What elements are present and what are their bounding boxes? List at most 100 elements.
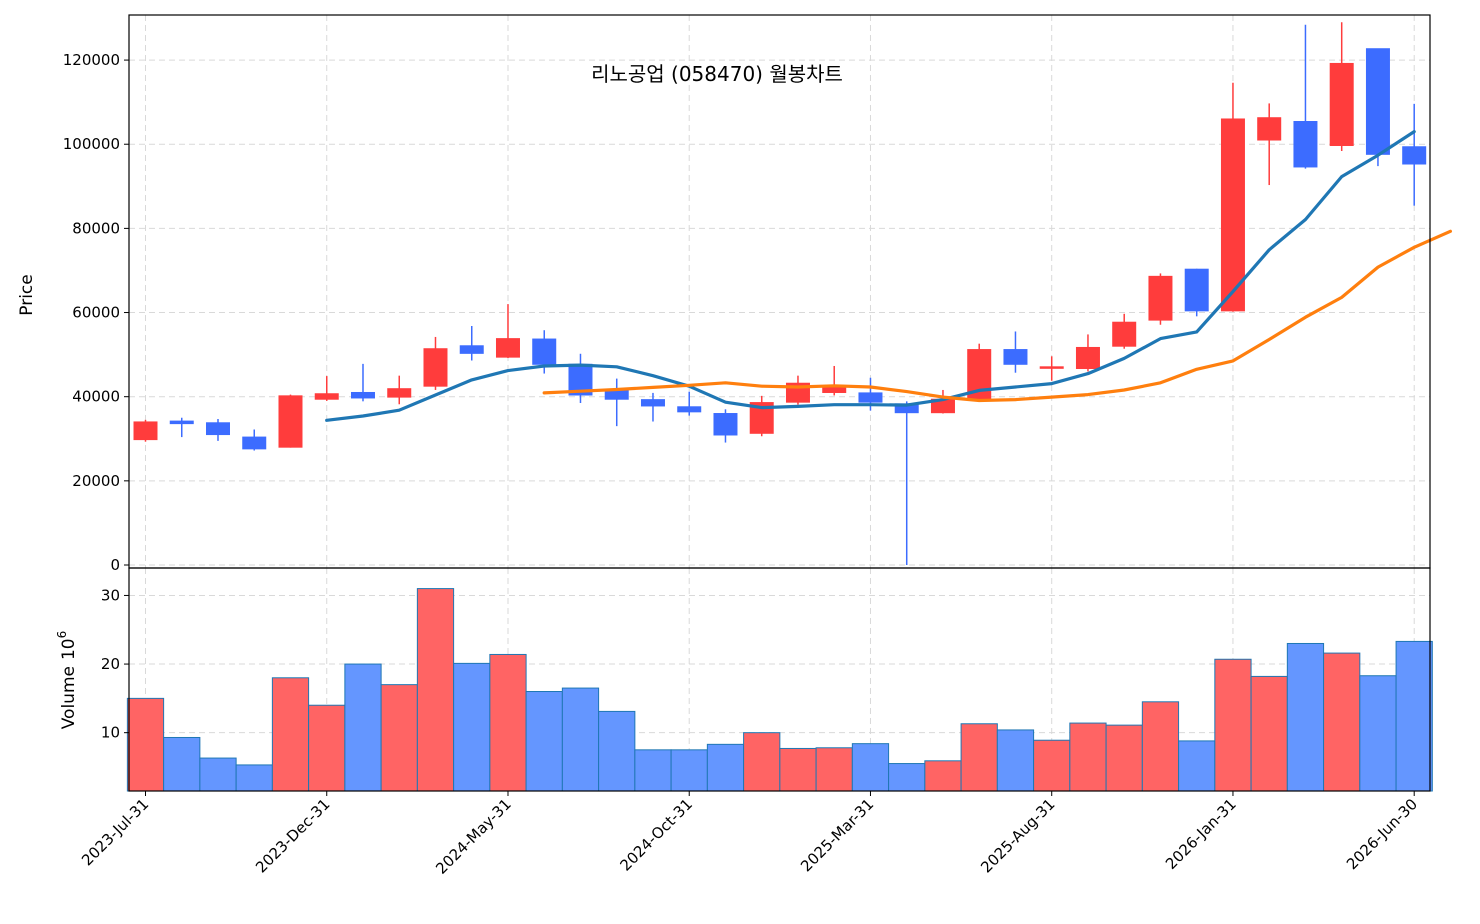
volume-bar	[416, 588, 455, 792]
candle-body	[1184, 268, 1209, 312]
candle-body	[1112, 321, 1137, 347]
moving-average-line	[325, 130, 1416, 422]
volume-bar	[779, 747, 817, 792]
x-tick-label: 2023-Jul-31	[78, 795, 152, 869]
volume-bar	[706, 743, 745, 792]
x-tick-label: 2025-Mar-31	[797, 795, 877, 875]
candle-body	[532, 338, 557, 365]
volume-bar	[344, 663, 382, 792]
candle-body	[1402, 146, 1427, 165]
candle-body	[133, 421, 158, 441]
volume-axis-title: Volume106	[55, 631, 79, 730]
volume-bar	[1214, 658, 1252, 792]
x-tick-label: 2024-Oct-31	[617, 795, 697, 875]
candle-body	[858, 392, 883, 403]
candle-body	[387, 388, 412, 398]
volume-bar	[924, 760, 962, 792]
volume-bar	[1286, 642, 1325, 792]
volume-bar	[888, 763, 926, 792]
volume-bar	[199, 757, 237, 792]
candle-body	[749, 402, 774, 434]
candle-body	[1148, 275, 1173, 321]
volume-bar	[1323, 652, 1361, 792]
volume-bar	[1033, 739, 1071, 792]
volume-bar	[598, 710, 636, 792]
candle-body	[423, 348, 448, 387]
volume-axis-ticks: 10 20 30	[101, 586, 129, 742]
price-tick-label: 100000	[63, 135, 120, 153]
volume-bar	[1359, 675, 1397, 792]
candle-body	[350, 391, 375, 399]
volume-bar	[525, 691, 563, 792]
volume-bar	[815, 747, 853, 792]
volume-bar	[634, 749, 672, 792]
chart-title: 리노공업 (058470) 월봉차트	[591, 62, 843, 86]
volume-tick-label: 20	[101, 655, 120, 673]
volume-bar	[996, 729, 1035, 792]
moving-average-lines	[325, 130, 1453, 422]
volume-axis-label: Volume	[59, 666, 79, 729]
price-tick-label: 0	[110, 556, 120, 574]
candle-body	[1220, 118, 1245, 312]
candle-body	[205, 422, 230, 436]
volume-bar	[271, 677, 310, 792]
candle-body	[278, 395, 303, 448]
volume-bar	[1105, 724, 1143, 792]
candle-body	[967, 349, 992, 400]
candle-body	[242, 436, 267, 450]
x-tick-label: 2024-May-31	[432, 795, 515, 878]
price-tick-label: 60000	[72, 304, 120, 322]
candle-body	[822, 386, 847, 393]
candle-body	[314, 393, 339, 400]
volume-bar	[380, 684, 418, 792]
volume-bar	[1178, 740, 1216, 792]
volume-bar	[1250, 675, 1288, 792]
price-axis-ticks: 0 20000 40000 60000 80000 100000 120000	[63, 51, 129, 574]
candle-body	[1075, 346, 1100, 370]
volume-bar	[126, 697, 165, 792]
x-tick-label: 2026-Jun-30	[1343, 795, 1421, 873]
volume-bar	[851, 743, 890, 792]
price-tick-label: 120000	[63, 51, 120, 69]
candle-body	[713, 413, 738, 436]
candle-body	[495, 338, 520, 358]
volume-bar	[960, 723, 998, 792]
candle-body	[1257, 117, 1282, 141]
x-tick-label: 2025-Aug-31	[977, 795, 1058, 876]
x-tick-label: 2026-Jan-31	[1162, 795, 1240, 873]
volume-bar	[163, 736, 201, 792]
volume-bar	[743, 732, 781, 792]
volume-bar	[308, 704, 346, 792]
volume-tick-label: 10	[101, 724, 120, 742]
candles	[133, 22, 1427, 565]
candle-body	[640, 399, 665, 407]
volume-bar	[489, 653, 527, 792]
price-tick-label: 20000	[72, 472, 120, 490]
volume-bar	[561, 687, 600, 792]
volume-panel-frame	[128, 567, 1431, 792]
candle-body	[1293, 121, 1318, 168]
price-axis-title: Price	[17, 274, 37, 315]
moving-average-line	[542, 229, 1453, 403]
candle-body	[1003, 349, 1028, 365]
price-tick-label: 40000	[72, 388, 120, 406]
volume-bars	[126, 588, 1433, 792]
candle-body	[1039, 366, 1064, 369]
x-axis-ticks: 2023-Jul-31 2023-Dec-31 2024-May-31 2024-Oc…	[78, 791, 1421, 878]
volume-bar	[1141, 701, 1180, 792]
candle-body	[169, 420, 194, 425]
candle-body	[677, 406, 702, 413]
candle-body	[459, 345, 484, 354]
volume-axis-exponent: 6	[55, 631, 69, 639]
candle-body	[1365, 48, 1390, 155]
volume-tick-label: 30	[101, 586, 120, 604]
price-tick-label: 80000	[72, 219, 120, 237]
volume-bar	[670, 749, 708, 792]
volume-bar	[1395, 640, 1433, 792]
x-tick-label: 2023-Dec-31	[252, 795, 333, 876]
candle-body	[1329, 62, 1354, 146]
volume-bar	[235, 764, 273, 792]
volume-bar	[453, 662, 491, 792]
volume-bar	[1069, 722, 1107, 792]
